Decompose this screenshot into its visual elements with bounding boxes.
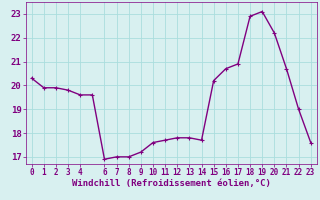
X-axis label: Windchill (Refroidissement éolien,°C): Windchill (Refroidissement éolien,°C): [72, 179, 271, 188]
